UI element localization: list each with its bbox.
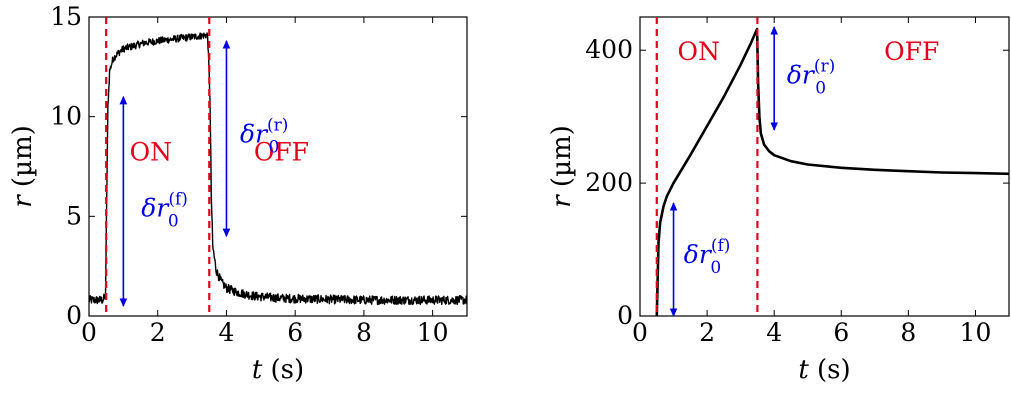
annotation-dr: δr(r) 0 — [787, 56, 835, 98]
x-tick-label: 4 — [219, 318, 235, 347]
y-tick-label: 5 — [66, 201, 82, 230]
y-tick-label: 10 — [50, 102, 82, 131]
x-tick-label: 0 — [632, 318, 648, 347]
x-tick-label: 2 — [699, 318, 715, 347]
chart-left-panel: 0 2 4 6 8 10 0 5 10 15 t (s) r (µm) ON OFF δr(f) 0 δr(r)… — [8, 2, 468, 385]
x-tick-label: 2 — [150, 318, 166, 347]
y-axis-label: r (µm) — [547, 125, 577, 208]
x-tick-label: 4 — [766, 318, 782, 347]
x-axis-label: t (s) — [798, 355, 850, 385]
annotation-df: δr(f) 0 — [141, 189, 188, 231]
annotation-off: OFF — [884, 37, 939, 66]
x-tick-label: 8 — [900, 318, 916, 347]
annotation-off: OFF — [254, 138, 309, 167]
chart-right-panel: 0 2 4 6 8 10 0 200 400 t (s) r (µm) ON OFF δr(f) 0 δr(r… — [547, 16, 1010, 385]
annotation-on: ON — [678, 37, 720, 66]
annotation-on: ON — [130, 138, 172, 167]
y-tick-label: 400 — [585, 35, 633, 64]
x-tick-label: 0 — [81, 318, 97, 347]
annotation-dr: δr(r) 0 — [240, 116, 288, 158]
annotation-df: δr(f) 0 — [684, 236, 731, 278]
x-tick-label: 10 — [417, 318, 449, 347]
y-tick-label: 0 — [66, 301, 82, 330]
x-tick-label: 8 — [356, 318, 372, 347]
y-tick-label: 15 — [50, 2, 82, 31]
series-line — [89, 32, 467, 306]
x-tick-label: 6 — [287, 318, 303, 347]
x-axis-label: t (s) — [252, 355, 304, 385]
plot-area — [89, 32, 467, 306]
x-tick-label: 6 — [833, 318, 849, 347]
y-tick-label: 200 — [585, 168, 633, 197]
y-axis-label: r (µm) — [8, 125, 38, 208]
x-tick-label: 10 — [960, 318, 992, 347]
y-tick-label: 0 — [617, 301, 633, 330]
axes-frame — [88, 16, 468, 317]
axes-frame — [639, 16, 1010, 317]
